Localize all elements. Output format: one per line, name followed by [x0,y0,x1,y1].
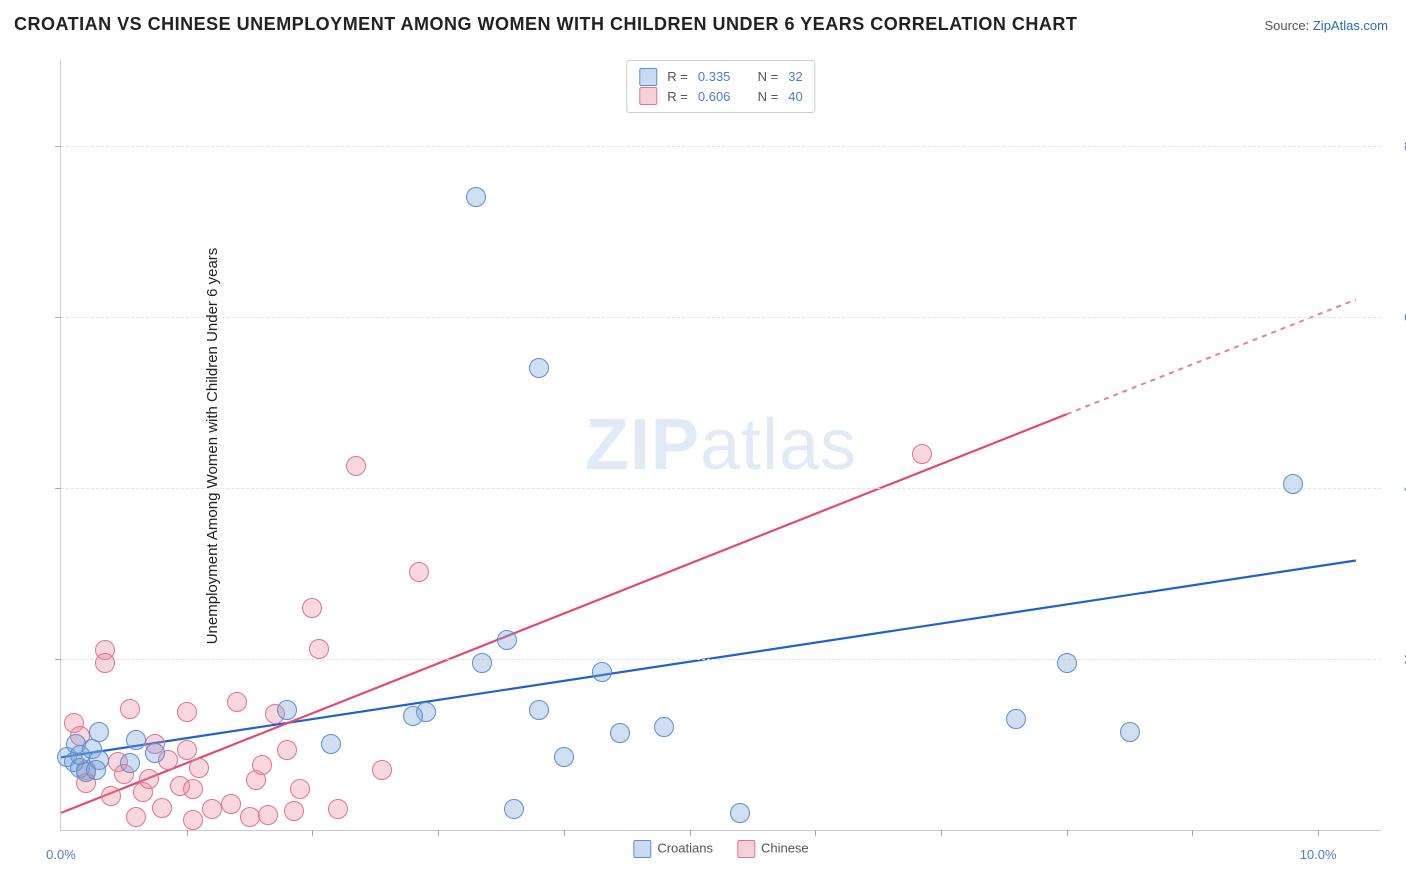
data-point-croatians [592,662,612,682]
legend-swatch-croatians-icon [639,68,657,86]
gridline-h [61,659,1381,660]
data-point-chinese [252,755,272,775]
x-tick [1192,830,1193,836]
data-point-croatians [610,723,630,743]
legend-item-croatians: Croatians [633,840,713,858]
legend-item-chinese: Chinese [737,840,809,858]
legend-stats-row-croatians: R = 0.335 N = 32 [639,67,802,87]
data-point-croatians [504,799,524,819]
scatter-plot-area: ZIPatlas R = 0.335 N = 32 R = 0.606 N = … [60,60,1381,831]
data-point-croatians [277,700,297,720]
data-point-croatians [1057,653,1077,673]
data-point-croatians [466,187,486,207]
legend-swatch-chinese-icon [639,87,657,105]
data-point-croatians [654,717,674,737]
source-prefix: Source: [1264,18,1312,33]
data-point-croatians [529,700,549,720]
legend-swatch-croatians-icon [633,840,651,858]
data-point-croatians [126,730,146,750]
data-point-chinese [152,798,172,818]
trend-lines-svg [61,60,1381,830]
data-point-chinese [227,692,247,712]
data-point-croatians [497,630,517,650]
data-point-chinese [290,779,310,799]
data-point-chinese [409,562,429,582]
legend-swatch-chinese-icon [737,840,755,858]
data-point-chinese [240,807,260,827]
legend-N-value-chinese: 40 [788,87,802,107]
data-point-chinese [183,810,203,830]
legend-N-value-croatians: 32 [788,67,802,87]
legend-stats: R = 0.335 N = 32 R = 0.606 N = 40 [626,60,815,113]
legend-label-croatians: Croatians [657,840,713,855]
legend-N-label: N = [758,87,779,107]
data-point-chinese [912,444,932,464]
gridline-h [61,488,1381,489]
data-point-chinese [120,699,140,719]
data-point-croatians [554,747,574,767]
legend-N-label: N = [758,67,779,87]
data-point-chinese [372,760,392,780]
x-tick [941,830,942,836]
data-point-croatians [472,653,492,673]
data-point-chinese [126,807,146,827]
data-point-croatians [145,743,165,763]
chart-title: CROATIAN VS CHINESE UNEMPLOYMENT AMONG W… [14,14,1077,35]
data-point-croatians [1120,722,1140,742]
x-tick-label: 0.0% [46,847,76,862]
data-point-croatians [321,734,341,754]
legend-series: Croatians Chinese [633,840,808,858]
data-point-croatians [403,706,423,726]
source-attribution: Source: ZipAtlas.com [1264,18,1388,33]
data-point-chinese [177,740,197,760]
x-tick [438,830,439,836]
x-tick [187,830,188,836]
x-tick [312,830,313,836]
x-tick [690,830,691,836]
x-tick-label: 10.0% [1300,847,1337,862]
data-point-croatians [529,358,549,378]
x-tick [815,830,816,836]
data-point-chinese [302,598,322,618]
source-link[interactable]: ZipAtlas.com [1313,18,1388,33]
data-point-chinese [346,456,366,476]
gridline-h [61,146,1381,147]
watermark: ZIPatlas [585,404,857,486]
watermark-bold: ZIP [585,405,700,485]
data-point-chinese [277,740,297,760]
data-point-chinese [189,758,209,778]
x-tick [1067,830,1068,836]
legend-stats-row-chinese: R = 0.606 N = 40 [639,87,802,107]
data-point-croatians [730,803,750,823]
legend-label-chinese: Chinese [761,840,809,855]
data-point-chinese [221,794,241,814]
data-point-chinese [328,799,348,819]
data-point-croatians [89,722,109,742]
data-point-croatians [120,753,140,773]
data-point-chinese [183,779,203,799]
x-tick [564,830,565,836]
data-point-croatians [1283,474,1303,494]
data-point-croatians [86,760,106,780]
legend-R-value-croatians: 0.335 [698,67,731,87]
legend-R-value-chinese: 0.606 [698,87,731,107]
data-point-chinese [284,801,304,821]
data-point-chinese [309,639,329,659]
legend-R-label: R = [667,87,688,107]
data-point-croatians [1006,709,1026,729]
gridline-h [61,317,1381,318]
data-point-chinese [202,799,222,819]
data-point-chinese [139,769,159,789]
data-point-chinese [95,653,115,673]
data-point-chinese [258,805,278,825]
legend-R-label: R = [667,67,688,87]
data-point-chinese [101,786,121,806]
x-tick [1318,830,1319,836]
watermark-thin: atlas [700,405,857,485]
data-point-chinese [177,702,197,722]
